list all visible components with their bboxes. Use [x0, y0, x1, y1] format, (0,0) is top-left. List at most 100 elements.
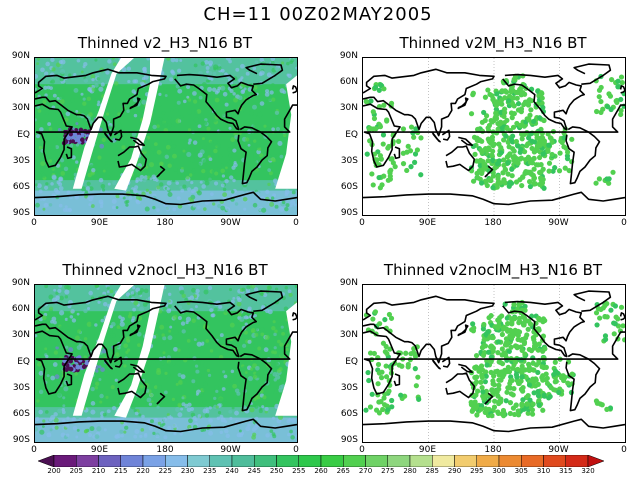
bt-observation [159, 423, 164, 428]
bt-observation [482, 343, 489, 349]
bt-observation [64, 117, 69, 122]
bt-observation [517, 122, 523, 129]
bt-observation [112, 180, 117, 186]
bt-observation [262, 374, 266, 379]
bt-observation [105, 70, 110, 75]
bt-observation [148, 402, 153, 406]
bt-observation [73, 87, 79, 93]
coastline [441, 129, 451, 141]
bt-observation [414, 147, 421, 153]
bt-observation [190, 157, 195, 163]
bt-observation [165, 207, 171, 212]
bt-observation [255, 366, 260, 371]
bt-observation [169, 108, 174, 112]
bt-observation [145, 363, 149, 367]
bt-observation [269, 90, 274, 95]
bt-observation [523, 374, 529, 380]
coastline [129, 324, 141, 337]
lon-label: 180 [484, 218, 502, 228]
bt-observation [232, 383, 237, 389]
bt-observation [46, 374, 50, 378]
bt-observation [531, 343, 538, 349]
bt-observation [177, 170, 181, 174]
bt-observation [503, 398, 509, 404]
bt-observation [164, 94, 168, 97]
bt-observation [279, 154, 284, 159]
bt-observation [109, 394, 114, 400]
bt-observation [498, 150, 504, 156]
bt-observation [475, 388, 481, 394]
coastline [393, 146, 401, 160]
bt-observation [35, 183, 38, 187]
map-canvas-3 [35, 285, 297, 442]
bt-observation [219, 176, 225, 182]
bt-observation [45, 410, 49, 414]
bt-observation [177, 88, 183, 94]
bt-observation [187, 187, 192, 192]
panel-title-2: Thinned v2M_H3_N16 BT [399, 34, 587, 52]
colorbar-segment [276, 455, 299, 467]
bt-observation [107, 125, 112, 130]
bt-observation [243, 350, 247, 354]
bt-observation [126, 66, 132, 71]
bt-observation [163, 286, 167, 290]
bt-observation [115, 134, 119, 138]
bt-observation [501, 137, 507, 143]
colorbar-segment [142, 455, 166, 467]
bt-observation [479, 138, 485, 144]
bt-observation [46, 85, 51, 90]
bt-observation [521, 340, 528, 347]
coastline [156, 165, 166, 178]
bt-observation [528, 98, 535, 104]
bt-observation [77, 329, 82, 334]
bt-observation [66, 190, 71, 195]
bt-observation [478, 379, 484, 385]
coastline [431, 131, 441, 143]
bt-observation [472, 364, 478, 371]
bt-observation [61, 410, 66, 415]
bt-observation [249, 367, 254, 371]
bt-observation [380, 132, 387, 138]
bt-observation [40, 67, 45, 73]
bt-observation [120, 319, 124, 323]
bt-observation [101, 137, 106, 142]
lon-label: 0 [31, 445, 37, 455]
coastline [445, 145, 476, 172]
bt-observation [593, 180, 599, 186]
bt-observation [378, 375, 385, 381]
bt-observation [549, 139, 555, 145]
bt-observation [195, 369, 200, 374]
bt-observation [86, 321, 92, 327]
bt-observation [510, 365, 516, 371]
bt-observation [502, 95, 508, 101]
colorbar-segment [543, 455, 566, 467]
bt-observation [489, 119, 495, 125]
bt-observation [535, 347, 541, 353]
bt-observation [286, 120, 291, 125]
bt-observation [508, 378, 514, 384]
bt-observation [216, 65, 222, 71]
bt-observation [479, 384, 485, 391]
bt-observation [111, 205, 116, 210]
bt-observation [213, 396, 217, 401]
bt-observation [58, 203, 63, 208]
bt-observation [35, 161, 39, 167]
bt-observation [543, 377, 549, 383]
bt-observation [87, 172, 92, 178]
bt-observation [102, 412, 107, 417]
bt-observation [540, 104, 546, 111]
bt-observation [202, 408, 208, 414]
bt-observation [116, 433, 121, 439]
bt-observation [116, 146, 122, 152]
bt-observation [185, 175, 190, 180]
bt-observation [82, 316, 86, 321]
bt-observation [167, 163, 172, 168]
bt-observation [189, 295, 195, 301]
bt-observation [70, 139, 76, 144]
bt-observation [210, 342, 214, 346]
bt-observation [166, 372, 171, 378]
lon-label: 180 [156, 218, 174, 228]
coastline [130, 136, 145, 146]
bt-observation [203, 177, 209, 182]
bt-observation [209, 141, 214, 145]
